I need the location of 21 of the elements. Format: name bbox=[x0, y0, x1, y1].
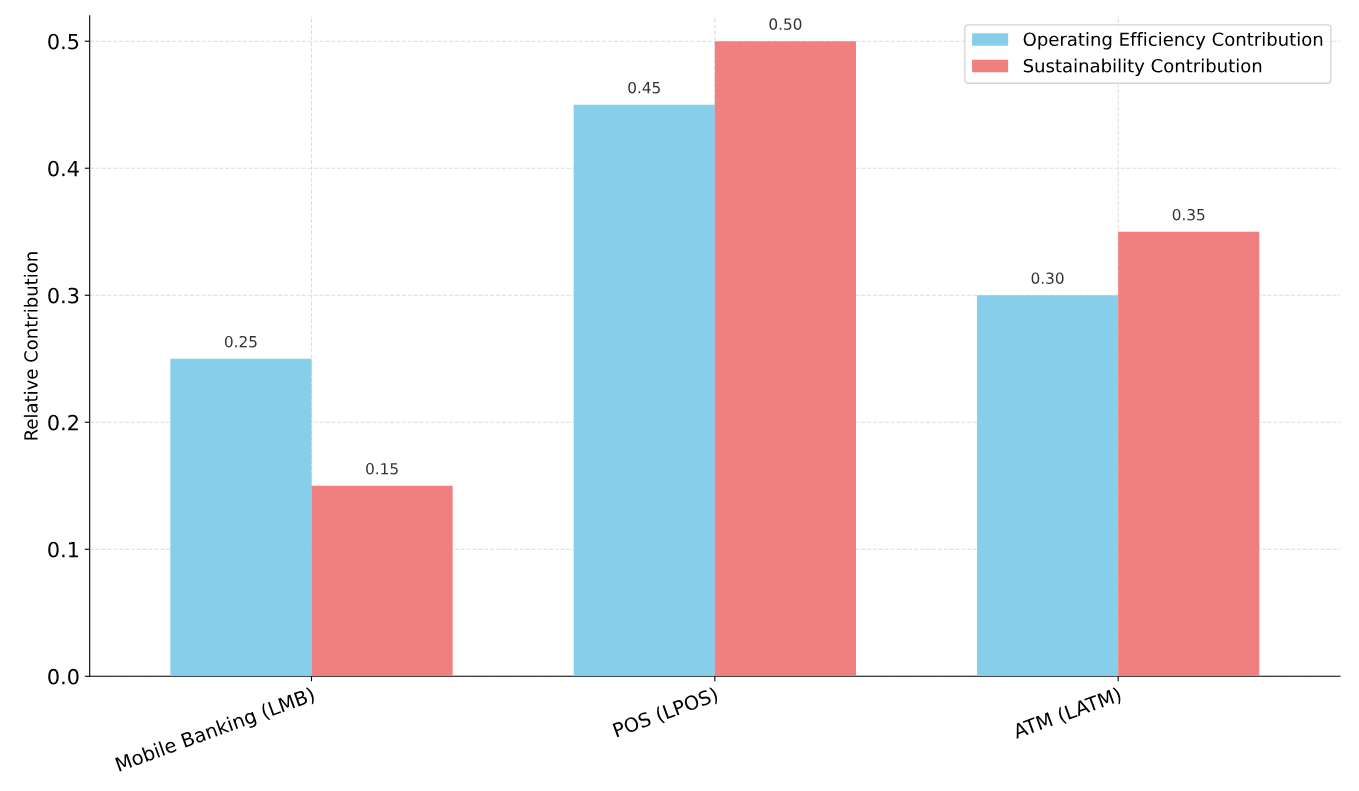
legend-label: Operating Efficiency Contribution bbox=[1023, 32, 1323, 50]
y-tick-label: 0.3 bbox=[48, 287, 79, 304]
data-label: 0.15 bbox=[366, 462, 398, 475]
bar bbox=[976, 295, 1119, 677]
data-label: 0.35 bbox=[1172, 208, 1205, 221]
bar bbox=[311, 485, 453, 677]
bar bbox=[573, 104, 715, 677]
bar bbox=[1118, 231, 1260, 677]
y-tick-label: 0.1 bbox=[48, 541, 79, 558]
y-tick-label: 0.0 bbox=[48, 668, 79, 685]
data-label: 0.45 bbox=[628, 81, 660, 94]
data-label: 0.30 bbox=[1031, 272, 1064, 284]
bar bbox=[714, 41, 856, 677]
legend-label: Sustainability Contribution bbox=[1023, 58, 1262, 77]
data-label: 0.50 bbox=[769, 18, 802, 30]
y-tick-label: 0.4 bbox=[48, 160, 79, 177]
y-tick-label: 0.2 bbox=[48, 414, 78, 431]
data-label: 0.25 bbox=[224, 335, 257, 348]
bar bbox=[170, 358, 312, 677]
y-tick-label: 0.5 bbox=[48, 33, 79, 50]
y-axis-title: Relative Contribution bbox=[23, 252, 38, 440]
